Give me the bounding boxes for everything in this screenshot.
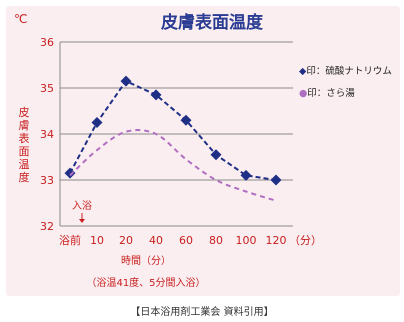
x-tick-80: 80 (209, 234, 223, 247)
data-point-100 (240, 169, 252, 181)
data-point-40 (150, 89, 162, 101)
data-point-60 (180, 114, 192, 126)
bath-entry-arrowhead (79, 219, 85, 223)
y-axis-label: 皮膚表面温度 (19, 106, 30, 184)
legend-marker: ◆ (299, 66, 307, 77)
series-line-bath-water (69, 129, 277, 202)
source-citation: 【日本浴用剤工業会 資料引用】 (130, 307, 274, 318)
series-layer (64, 75, 282, 202)
x-tick-labels: 浴前 10 20 40 60 80 100 120 (59, 233, 287, 247)
data-point-80 (210, 149, 222, 161)
legend-entry-1: ◆印：硫酸ナトリウム (299, 65, 392, 77)
x-tick-100: 100 (236, 234, 257, 247)
y-label-char: 面 (19, 145, 30, 158)
legend-entry-2: ●印：さら湯 (299, 87, 355, 99)
series-line-sodium-sulfate (69, 79, 277, 181)
y-tick-34: 34 (40, 128, 54, 141)
data-point-10 (91, 117, 103, 128)
line-chart: 皮膚表面温度 ℃ 32 33 34 35 36 皮膚表面温度 浴前 10 20 40 60 80 1… (14, 12, 392, 289)
x-axis-label: 時間（分） (121, 255, 171, 267)
y-unit-label: ℃ (14, 12, 27, 26)
x-tick-10: 10 (90, 234, 104, 247)
y-label-char: 度 (19, 170, 30, 184)
data-point-20 (120, 75, 132, 87)
legend-marker: ● (299, 88, 307, 99)
bath-entry-label: 入浴 (72, 200, 92, 212)
y-tick-32: 32 (40, 220, 54, 233)
legend-label: 印：硫酸ナトリウム (306, 65, 392, 77)
y-label-char: 膚 (19, 118, 30, 132)
legend-label: 印：さら湯 (307, 87, 355, 99)
data-point-浴前 (64, 167, 76, 179)
y-label-char: 表 (19, 131, 30, 145)
data-point-120 (270, 174, 282, 186)
x-tick-20: 20 (119, 234, 133, 247)
y-label-char: 温 (19, 158, 30, 171)
y-tick-33: 33 (40, 174, 54, 187)
x-tick-60: 60 (179, 234, 193, 247)
bath-entry-annotation: 入浴 (72, 200, 92, 223)
chart-title: 皮膚表面温度 (161, 12, 264, 33)
x-tick-120: 120 (266, 234, 287, 247)
y-tick-35: 35 (40, 82, 54, 95)
x-unit-label: （分） (289, 234, 322, 247)
x-tick-浴前: 浴前 (59, 233, 81, 247)
x-tick-40: 40 (149, 234, 163, 247)
legend: ◆印：硫酸ナトリウム ●印：さら湯 (299, 65, 392, 99)
chart-card: 皮膚表面温度 ℃ 32 33 34 35 36 皮膚表面温度 浴前 10 20 40 60 80 1… (6, 6, 400, 296)
gridlines (59, 41, 293, 227)
y-tick-labels: 32 33 34 35 36 (40, 36, 54, 233)
bath-condition-note: （浴温41度、5分間入浴） (86, 276, 205, 289)
y-label-char: 皮 (19, 106, 30, 119)
y-tick-36: 36 (40, 36, 54, 49)
